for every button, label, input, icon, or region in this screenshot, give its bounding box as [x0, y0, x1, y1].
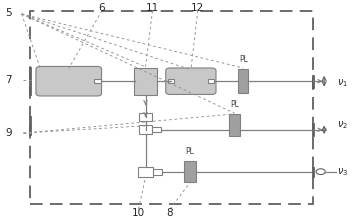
Text: $\nu_1$: $\nu_1$ [338, 77, 348, 89]
Bar [138, 167, 153, 176]
Bar [134, 67, 157, 95]
Text: PL: PL [230, 100, 239, 109]
Bar [238, 69, 249, 93]
Text: 12: 12 [191, 3, 205, 13]
Bar [94, 79, 101, 83]
Text: 9: 9 [5, 128, 12, 138]
FancyBboxPatch shape [166, 68, 216, 94]
Bar [208, 79, 214, 83]
Text: 10: 10 [132, 208, 145, 218]
Bar [139, 125, 152, 134]
Text: $\nu_2$: $\nu_2$ [338, 119, 348, 131]
Bar [168, 79, 174, 83]
Text: 6: 6 [99, 3, 105, 13]
Text: PL: PL [186, 147, 194, 156]
Bar [184, 161, 196, 182]
Bar [30, 11, 313, 204]
FancyBboxPatch shape [36, 66, 101, 96]
Text: 7: 7 [5, 75, 12, 85]
Bar [139, 113, 152, 121]
Text: 5: 5 [5, 8, 12, 18]
Bar [37, 79, 44, 83]
Text: 8: 8 [166, 208, 173, 218]
Text: PL: PL [239, 55, 248, 63]
Bar [228, 114, 240, 136]
Bar [153, 169, 162, 174]
Text: $\nu_3$: $\nu_3$ [338, 166, 348, 178]
Text: 11: 11 [146, 3, 159, 13]
Bar [152, 127, 161, 132]
